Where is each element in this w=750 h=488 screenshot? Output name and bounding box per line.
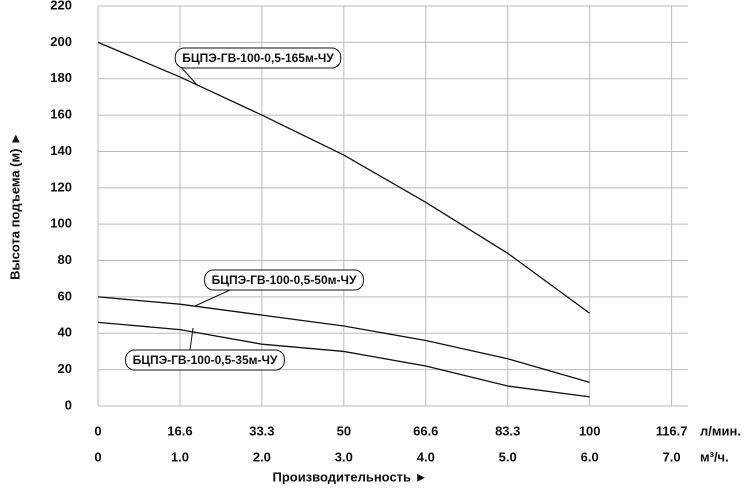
x-tick-label: 7.0 xyxy=(663,449,681,464)
y-tick-label: 60 xyxy=(58,288,72,303)
y-tick-label: 100 xyxy=(50,216,72,231)
x2-tick-label: 0 xyxy=(94,423,101,438)
y-tick-label: 80 xyxy=(58,252,72,267)
x2-tick-label: 16.6 xyxy=(167,423,192,438)
leader-line xyxy=(179,65,199,87)
x-tick-label: 2.0 xyxy=(253,449,271,464)
x2-tick-label: 83.3 xyxy=(495,423,520,438)
x-tick-label: 4.0 xyxy=(417,449,435,464)
x2-tick-label: 116.7 xyxy=(656,423,688,438)
y-tick-label: 140 xyxy=(50,143,72,158)
label-box xyxy=(174,47,342,69)
y-tick-label: 20 xyxy=(58,361,72,376)
x-tick-label: 3.0 xyxy=(335,449,353,464)
y-tick-label: 120 xyxy=(50,179,72,194)
line xyxy=(97,296,590,383)
x2-tick-label: 50 xyxy=(337,423,351,438)
y-axis-title: Высота подъема (м) ► xyxy=(7,132,22,280)
series-label: БЦПЭ-ГВ-100-0,5-50м-ЧУ xyxy=(212,273,357,287)
leader-line xyxy=(194,289,231,307)
y-tick-label: 220 xyxy=(50,0,72,12)
y-tick-label: 160 xyxy=(50,107,72,122)
x-tick-label: 5.0 xyxy=(499,449,517,464)
y-tick-label: 40 xyxy=(58,325,72,340)
line xyxy=(97,321,590,398)
x2-unit: л/мин. xyxy=(700,423,741,438)
x-unit: м³/ч. xyxy=(700,449,729,464)
x-tick-label: 1.0 xyxy=(171,449,189,464)
x2-tick-label: 66.6 xyxy=(413,423,438,438)
series-label: БЦПЭ-ГВ-100-0,5-165м-ЧУ xyxy=(182,51,334,65)
label-box xyxy=(204,269,364,291)
y-tick-label: 200 xyxy=(50,34,72,49)
series-label: БЦПЭ-ГВ-100-0,5-35м-ЧУ xyxy=(133,353,278,367)
x2-tick-label: 100 xyxy=(579,423,601,438)
y-tick-label: 180 xyxy=(50,70,72,85)
x-tick-label: 0 xyxy=(94,449,101,464)
x-tick-label: 6.0 xyxy=(581,449,599,464)
label-box xyxy=(125,349,285,371)
x2-tick-label: 33.3 xyxy=(249,423,274,438)
leader-line xyxy=(189,327,194,351)
y-tick-label: 0 xyxy=(65,397,72,412)
x-axis-title: Производительность ► xyxy=(272,469,427,484)
line xyxy=(97,41,591,314)
